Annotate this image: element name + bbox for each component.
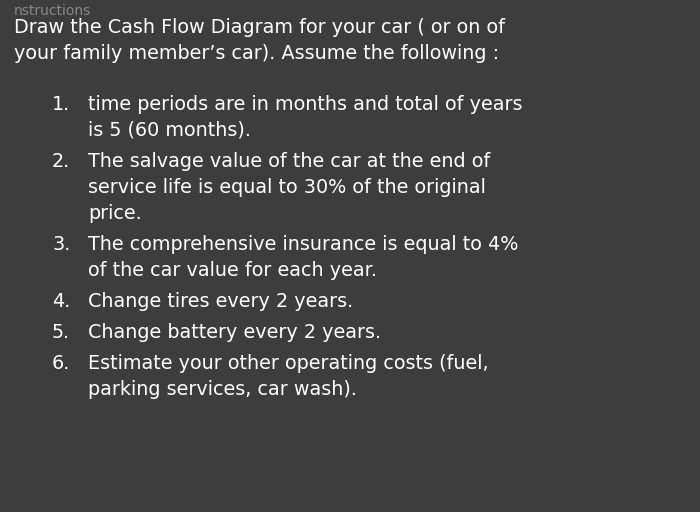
Text: nstructions: nstructions [14,4,91,18]
Text: 1.: 1. [52,95,70,114]
Text: 5.: 5. [52,323,70,342]
Text: is 5 (60 months).: is 5 (60 months). [88,121,251,140]
Text: 3.: 3. [52,235,71,254]
Text: Draw the Cash Flow Diagram for your car ( or on of: Draw the Cash Flow Diagram for your car … [14,18,505,37]
Text: Estimate your other operating costs (fuel,: Estimate your other operating costs (fue… [88,354,489,373]
Text: of the car value for each year.: of the car value for each year. [88,261,377,280]
Text: parking services, car wash).: parking services, car wash). [88,380,357,399]
Text: 6.: 6. [52,354,71,373]
Text: The comprehensive insurance is equal to 4%: The comprehensive insurance is equal to … [88,235,519,254]
Text: Change tires every 2 years.: Change tires every 2 years. [88,292,354,311]
Text: Change battery every 2 years.: Change battery every 2 years. [88,323,381,342]
Text: 4.: 4. [52,292,71,311]
Text: price.: price. [88,204,141,223]
Text: your family member’s car). Assume the following :: your family member’s car). Assume the fo… [14,44,499,63]
Text: service life is equal to 30% of the original: service life is equal to 30% of the orig… [88,178,486,197]
Text: The salvage value of the car at the end of: The salvage value of the car at the end … [88,152,490,171]
Text: time periods are in months and total of years: time periods are in months and total of … [88,95,522,114]
Text: 2.: 2. [52,152,70,171]
